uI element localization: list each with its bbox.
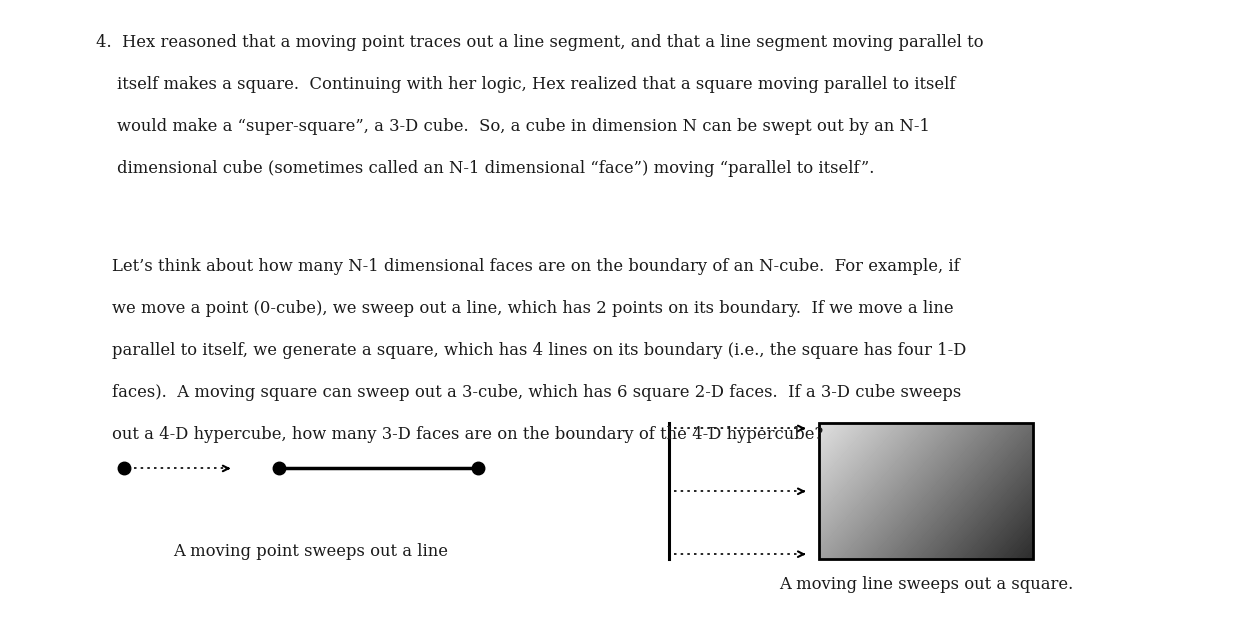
Bar bbox=[820, 423, 1033, 559]
Text: dimensional cube (sometimes called an N-1 dimensional “face”) moving “parallel t: dimensional cube (sometimes called an N-… bbox=[96, 160, 874, 177]
Text: would make a “super-square”, a 3-D cube.  So, a cube in dimension N can be swept: would make a “super-square”, a 3-D cube.… bbox=[96, 118, 929, 135]
Text: 4.  Hex reasoned that a moving point traces out a line segment, and that a line : 4. Hex reasoned that a moving point trac… bbox=[96, 34, 984, 51]
Text: A moving line sweeps out a square.: A moving line sweeps out a square. bbox=[779, 576, 1073, 593]
Text: out a 4-D hypercube, how many 3-D faces are on the boundary of the 4-D hypercube: out a 4-D hypercube, how many 3-D faces … bbox=[112, 426, 823, 443]
Text: we move a point (0-cube), we sweep out a line, which has 2 points on its boundar: we move a point (0-cube), we sweep out a… bbox=[112, 300, 954, 317]
Text: Let’s think about how many N-1 dimensional faces are on the boundary of an N-cub: Let’s think about how many N-1 dimension… bbox=[112, 258, 960, 275]
Text: itself makes a square.  Continuing with her logic, Hex realized that a square mo: itself makes a square. Continuing with h… bbox=[96, 76, 955, 93]
Text: parallel to itself, we generate a square, which has 4 lines on its boundary (i.e: parallel to itself, we generate a square… bbox=[112, 342, 966, 359]
Text: faces).  A moving square can sweep out a 3-cube, which has 6 square 2-D faces.  : faces). A moving square can sweep out a … bbox=[112, 384, 961, 401]
Text: A moving point sweeps out a line: A moving point sweeps out a line bbox=[173, 543, 448, 560]
